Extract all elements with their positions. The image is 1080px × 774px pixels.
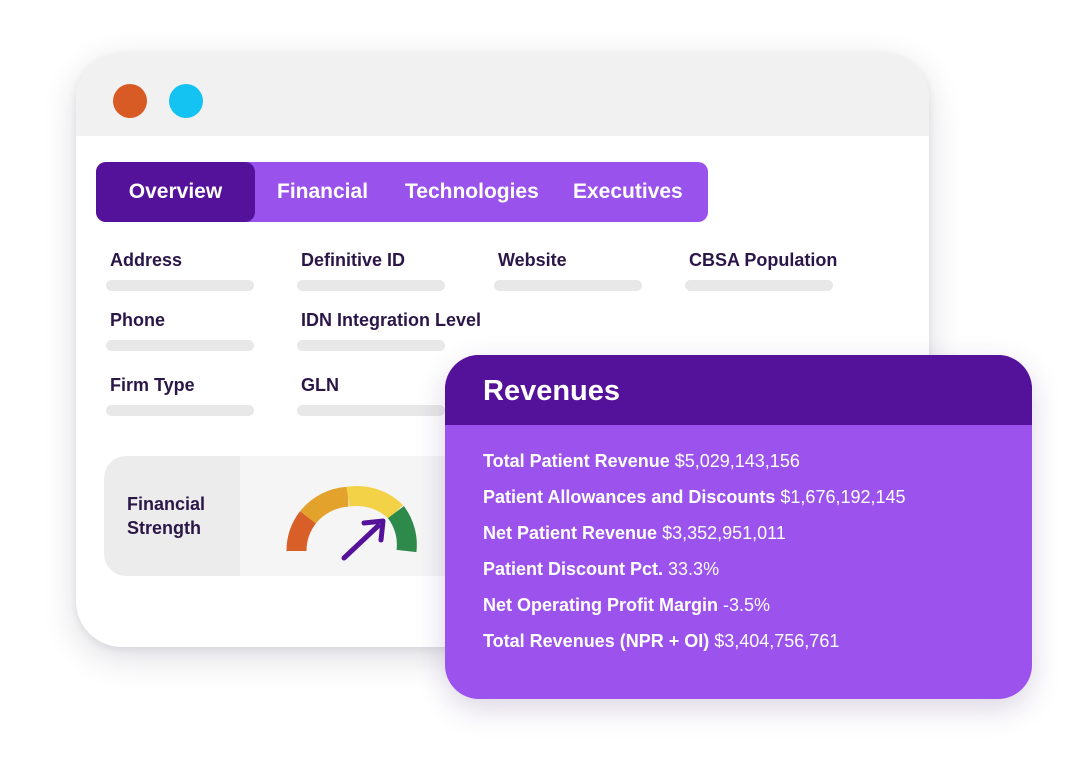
title-bar — [76, 53, 929, 136]
revenue-row: Net Operating Profit Margin -3.5% — [483, 595, 770, 616]
gauge-needle-arrow — [341, 518, 386, 561]
gln-label: GLN — [301, 375, 339, 395]
website-label: Website — [498, 250, 567, 270]
firm-type-label: Firm Type — [110, 375, 195, 395]
revenues-title: Revenues — [483, 375, 621, 407]
revenue-row-value: $3,352,951,011 — [662, 523, 786, 543]
revenue-row: Patient Allowances and Discounts $1,676,… — [483, 487, 906, 508]
address-label: Address — [110, 250, 183, 270]
gauge-segment-orange — [300, 486, 350, 524]
idn-integration-level-label: IDN Integration Level — [301, 310, 482, 330]
firm-type-value-placeholder — [106, 405, 254, 416]
revenues-header: Revenues — [445, 355, 1032, 425]
financial-strength-label: Financial Strength — [127, 492, 205, 540]
gauge-icon — [286, 486, 417, 561]
revenue-row-value: $5,029,143,156 — [674, 451, 800, 471]
gauge-segment-yellow — [346, 486, 403, 520]
revenues-card: Revenues Total Patient Revenue $5,029,14… — [445, 355, 1032, 699]
revenue-row: Net Patient Revenue $3,352,951,011 — [483, 523, 786, 544]
tab-executives[interactable]: Executives — [573, 180, 683, 203]
gauge-segment-green — [387, 506, 417, 553]
revenue-row: Total Patient Revenue $5,029,143,156 — [483, 451, 800, 472]
idn-integration-level-value-placeholder — [297, 340, 445, 351]
revenue-row-label: Patient Allowances and Discounts — [483, 487, 781, 507]
address-value-placeholder — [106, 280, 254, 291]
tab-overview[interactable]: Overview — [96, 162, 255, 222]
app-window: Overview Financial Technologies Executiv… — [76, 53, 929, 647]
cbsa-population-label: CBSA Population — [689, 250, 838, 270]
window-minimize-button[interactable] — [169, 84, 203, 118]
revenue-row-value: $1,676,192,145 — [780, 487, 906, 507]
revenue-row: Total Revenues (NPR + OI) $3,404,756,761 — [483, 631, 839, 652]
definitive-id-value-placeholder — [297, 280, 445, 291]
phone-value-placeholder — [106, 340, 254, 351]
revenue-row-value: $3,404,756,761 — [714, 631, 840, 651]
revenue-row-label: Patient Discount Pct. — [483, 559, 669, 579]
revenue-row-label: Net Patient Revenue — [483, 523, 663, 543]
tab-bar: Overview Financial Technologies Executiv… — [96, 162, 708, 222]
revenue-row-label: Total Patient Revenue — [483, 451, 675, 471]
revenue-row-label: Total Revenues (NPR + OI) — [483, 631, 715, 651]
window-close-button[interactable] — [113, 84, 147, 118]
gln-value-placeholder — [297, 405, 445, 416]
definitive-id-label: Definitive ID — [301, 250, 406, 270]
revenue-row-value: 33.3% — [668, 559, 720, 579]
financial-strength-label-line2: Strength — [127, 518, 201, 538]
financial-strength-label-line1: Financial — [127, 494, 206, 514]
gauge-segment-red — [286, 511, 317, 552]
cbsa-population-value-placeholder — [685, 280, 833, 291]
revenue-row: Patient Discount Pct. 33.3% — [483, 559, 719, 580]
revenue-row-value: -3.5% — [723, 595, 771, 615]
website-value-placeholder — [494, 280, 642, 291]
tab-financial[interactable]: Financial — [277, 180, 369, 203]
tab-technologies[interactable]: Technologies — [405, 180, 539, 203]
phone-label: Phone — [110, 310, 166, 330]
revenue-row-label: Net Operating Profit Margin — [483, 595, 724, 615]
